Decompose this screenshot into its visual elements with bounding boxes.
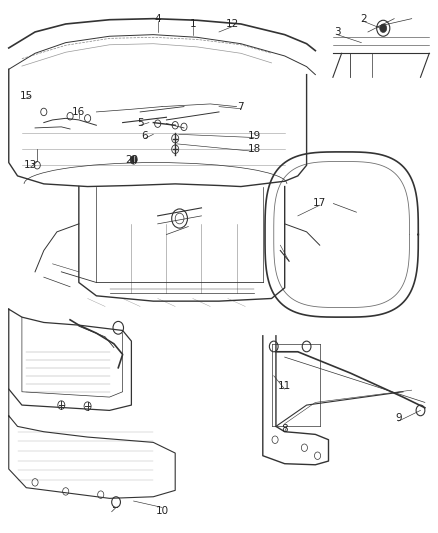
Text: 4: 4	[154, 14, 161, 23]
Text: 8: 8	[281, 424, 288, 434]
Text: 10: 10	[155, 506, 169, 515]
Text: 12: 12	[226, 19, 239, 29]
Text: 5: 5	[137, 118, 144, 127]
Text: 2: 2	[360, 14, 367, 23]
Text: 3: 3	[334, 27, 341, 37]
Text: 16: 16	[72, 107, 85, 117]
Text: 9: 9	[395, 414, 402, 423]
Text: 17: 17	[313, 198, 326, 207]
Circle shape	[130, 156, 137, 164]
Text: 18: 18	[247, 144, 261, 154]
Text: 15: 15	[20, 91, 33, 101]
Circle shape	[380, 24, 387, 33]
Text: 19: 19	[247, 131, 261, 141]
Text: 13: 13	[24, 160, 37, 170]
Text: 20: 20	[125, 155, 138, 165]
Text: 11: 11	[278, 382, 291, 391]
Text: 6: 6	[141, 131, 148, 141]
Text: 1: 1	[189, 19, 196, 29]
Text: 7: 7	[237, 102, 244, 111]
